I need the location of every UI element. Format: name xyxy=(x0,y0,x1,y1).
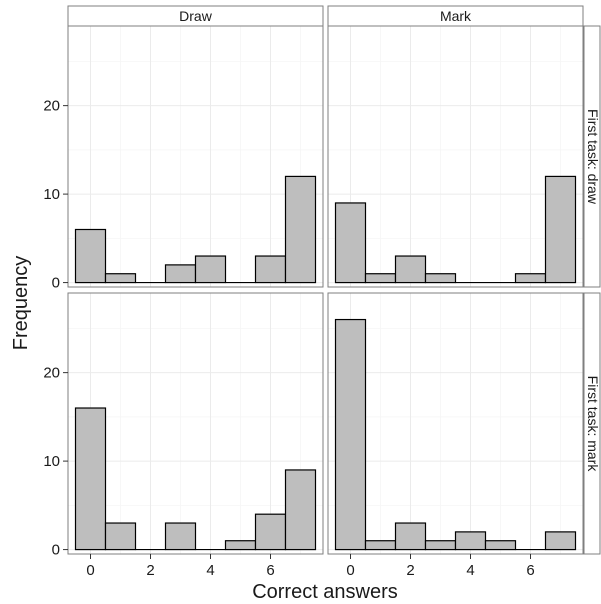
histogram-bar xyxy=(334,202,367,284)
x-tick-label: 6 xyxy=(266,562,274,579)
column-strip-label: Draw xyxy=(179,8,213,24)
y-tick-label: 10 xyxy=(43,186,60,203)
panel-r2-c2 xyxy=(327,292,584,555)
histogram-bar xyxy=(394,522,427,551)
panel-r2-c1 xyxy=(67,292,324,555)
histogram-bar xyxy=(284,469,317,551)
x-tick-label: 4 xyxy=(466,562,474,579)
row-strip-background xyxy=(583,25,601,288)
y-axis-title: Frequency xyxy=(10,256,32,351)
column-strip-label: Mark xyxy=(440,8,472,24)
histogram-bar xyxy=(254,513,287,551)
panel-background xyxy=(68,293,323,554)
histogram-bar xyxy=(424,273,457,284)
histogram-bar xyxy=(104,273,137,284)
y-tick-label: 20 xyxy=(43,98,60,115)
panel-r1-c1 xyxy=(67,25,324,288)
histogram-bar xyxy=(104,522,137,551)
column-strip-background xyxy=(327,5,584,27)
row-strip-label: First task: draw xyxy=(585,109,601,205)
x-tick-label: 0 xyxy=(346,562,354,579)
y-tick-label: 0 xyxy=(52,542,60,559)
histogram-bar xyxy=(364,540,397,551)
panel-background xyxy=(68,26,323,287)
column-strip: Draw xyxy=(67,5,324,27)
strip-layer: Draw Mark First task: draw First task: mark xyxy=(67,5,601,555)
panel-background xyxy=(328,26,583,287)
row-strip-label: First task: mark xyxy=(585,376,601,473)
axis-layer: 0 10 20 0 10 20 0 2 4 6 0 2 4 6 xyxy=(43,98,534,579)
panel-layer xyxy=(67,25,584,555)
x-axis-title: Correct answers xyxy=(252,581,398,603)
row-strip: First task: mark xyxy=(583,292,601,555)
histogram-bar xyxy=(364,273,397,284)
histogram-bar xyxy=(424,540,457,551)
x-tick-label: 2 xyxy=(146,562,154,579)
histogram-bar xyxy=(544,531,577,551)
panel-border xyxy=(67,292,324,555)
histogram-bar xyxy=(74,228,107,284)
histogram-bar xyxy=(484,540,517,551)
column-strip-background xyxy=(67,5,324,27)
histogram-bar xyxy=(194,255,227,284)
column-strip: Mark xyxy=(327,5,584,27)
histogram-bar xyxy=(254,255,287,284)
histogram-bar xyxy=(334,318,367,551)
histogram-bar xyxy=(394,255,427,284)
histogram-bar xyxy=(74,407,107,551)
histogram-bar xyxy=(164,522,197,551)
row-strip-background xyxy=(583,292,601,555)
y-tick-label: 10 xyxy=(43,453,60,470)
x-tick-label: 4 xyxy=(206,562,214,579)
histogram-bar xyxy=(284,175,317,284)
x-tick-label: 6 xyxy=(526,562,534,579)
row-strip: First task: draw xyxy=(583,25,601,288)
histogram-bar xyxy=(164,264,197,284)
panel-background xyxy=(328,293,583,554)
y-tick-label: 0 xyxy=(52,275,60,292)
histogram-bar xyxy=(544,175,577,284)
y-tick-label: 20 xyxy=(43,365,60,382)
histogram-bar xyxy=(224,540,257,551)
histogram-bar xyxy=(454,531,487,551)
panel-border xyxy=(327,292,584,555)
histogram-bar xyxy=(514,273,547,284)
x-tick-label: 0 xyxy=(86,562,94,579)
panel-r1-c2 xyxy=(327,25,584,288)
x-tick-label: 2 xyxy=(406,562,414,579)
